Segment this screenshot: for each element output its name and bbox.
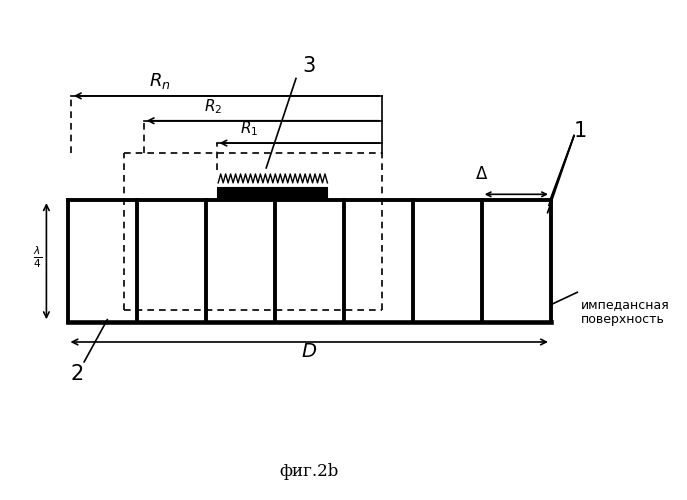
Text: 2: 2 [71,364,84,384]
Text: $D$: $D$ [301,343,317,361]
Text: $R_2$: $R_2$ [204,97,223,116]
Text: $R_1$: $R_1$ [240,120,259,138]
Text: импедансная
поверхность: импедансная поверхность [581,298,669,326]
Bar [218,188,328,200]
Text: фиг.2b: фиг.2b [280,463,339,480]
Text: $R_n$: $R_n$ [150,71,171,91]
Text: 3: 3 [302,56,316,76]
Text: $\Delta$: $\Delta$ [475,166,488,183]
Text: $\frac{\lambda}{4}$: $\frac{\lambda}{4}$ [33,244,43,270]
Text: 1: 1 [574,120,587,141]
